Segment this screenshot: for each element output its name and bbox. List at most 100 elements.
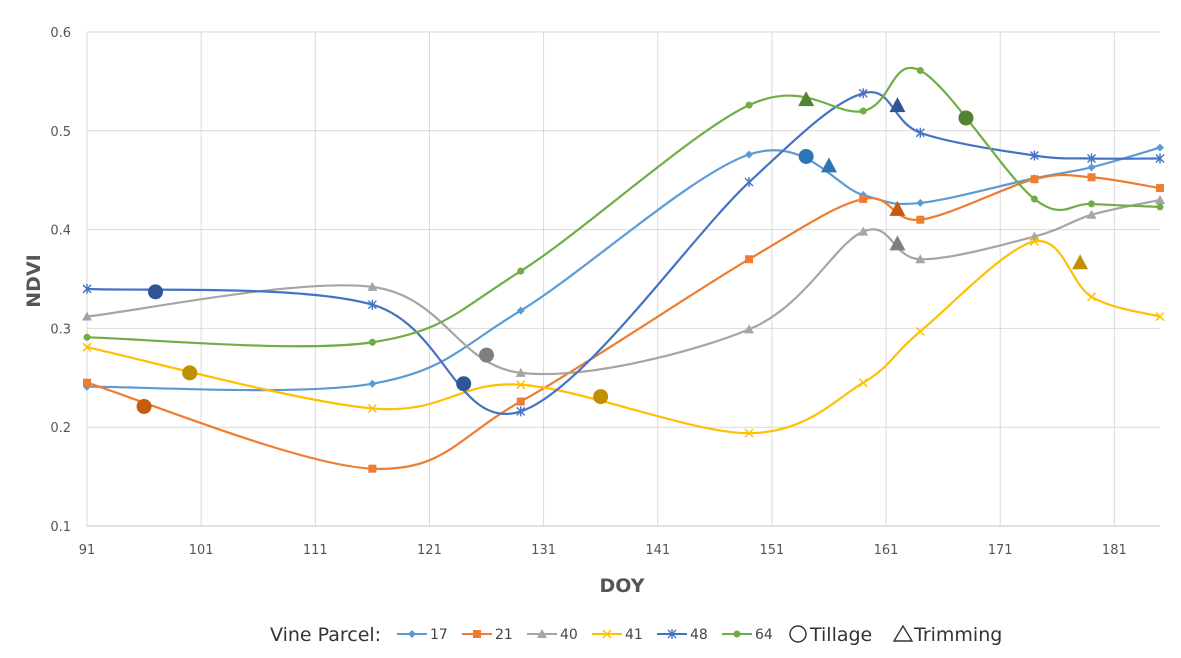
legend-label: 21 [495, 627, 513, 643]
legend-item-17: 17 [397, 627, 448, 643]
x-tick-label: 101 [189, 543, 214, 558]
data-point-64 [83, 333, 91, 341]
x-tick-label: 131 [531, 543, 556, 558]
legend-item-40: 40 [527, 627, 578, 643]
data-point-21 [916, 215, 925, 224]
series-line-41 [86, 240, 1161, 435]
tillage-event-marker [798, 148, 814, 164]
data-point-41 [82, 342, 92, 352]
data-point-40 [744, 324, 755, 334]
legend-label: 40 [560, 627, 578, 643]
data-point-48 [915, 127, 925, 138]
trimming-event-marker [889, 97, 906, 113]
x-tick-label: 121 [417, 543, 442, 558]
tillage-event-marker [456, 376, 472, 392]
x-tick-label: 141 [645, 543, 670, 558]
series-48 [82, 88, 1165, 417]
series-line-17 [86, 146, 1161, 392]
grid [86, 31, 1160, 527]
data-point-21 [1156, 184, 1164, 193]
trimming-event-marker [889, 235, 906, 251]
data-point-64 [517, 267, 525, 275]
data-point-41 [858, 378, 868, 388]
series-line-40 [86, 198, 1161, 376]
data-point-48 [744, 177, 754, 188]
data-point-48 [1155, 153, 1165, 164]
tillage-event-marker [593, 389, 609, 405]
legend-swatch-marker [473, 630, 481, 638]
data-point-48 [367, 299, 377, 310]
data-point-21 [1030, 175, 1039, 184]
tillage-event-marker [958, 110, 974, 126]
y-tick-label: 0.1 [50, 520, 71, 535]
data-point-40 [858, 226, 869, 236]
data-point-40 [915, 254, 926, 264]
data-point-17 [1156, 143, 1164, 152]
data-point-17 [368, 379, 377, 388]
legend-label: 17 [430, 627, 448, 643]
data-point-48 [858, 88, 868, 99]
legend-label: 64 [755, 627, 773, 643]
data-point-48 [82, 283, 92, 294]
data-point-17 [745, 150, 754, 159]
series-line-64 [86, 66, 1161, 348]
legend-label: 41 [625, 627, 643, 643]
x-tick-label: 171 [988, 543, 1013, 558]
data-point-64 [1088, 200, 1096, 208]
data-point-21 [745, 255, 754, 264]
data-point-64 [1030, 195, 1038, 203]
legend-trimming-icon [892, 624, 914, 642]
data-point-41 [1086, 292, 1097, 302]
y-tick-label: 0.2 [50, 421, 71, 436]
tillage-event-marker [136, 398, 152, 414]
data-point-40 [515, 367, 526, 377]
axes: 0.1 0.2 0.3 0.4 0.5 0.6 91 101 111 121 131 141 151 16… [50, 26, 1126, 558]
x-tick-label: 91 [79, 543, 96, 558]
legend-tillage-icon [789, 625, 807, 643]
data-point-41 [915, 326, 925, 336]
series-41 [82, 236, 1165, 438]
tillage-event-marker [147, 284, 163, 300]
data-point-64 [745, 101, 753, 109]
series-64 [83, 66, 1164, 348]
data-point-40 [367, 281, 378, 291]
legend-swatch-marker [667, 629, 677, 639]
tillage-event-marker [182, 365, 198, 381]
series-lines [82, 66, 1165, 473]
tillage-event-marker [479, 347, 495, 363]
data-point-48 [1087, 153, 1097, 164]
legend-trimming-label: Trimming [913, 624, 1002, 646]
legend-title: Vine Parcel: [270, 624, 381, 646]
legend: Vine Parcel: 17 21 40 41 48 64 Tillage Trimming [270, 624, 1002, 646]
y-tick-label: 0.5 [50, 125, 71, 140]
data-point-21 [1087, 173, 1096, 182]
x-axis-title: DOY [599, 575, 644, 597]
series-40 [82, 194, 1165, 377]
data-point-17 [516, 306, 525, 315]
data-point-40 [1155, 194, 1165, 204]
data-point-41 [1029, 236, 1039, 246]
data-point-64 [916, 67, 924, 75]
data-point-41 [516, 380, 526, 390]
data-point-64 [1156, 203, 1164, 211]
legend-item-21: 21 [462, 627, 513, 643]
trimming-event-marker [820, 157, 837, 173]
data-point-41 [744, 428, 754, 438]
y-axis-title: NDVI [23, 254, 45, 307]
trimming-event-marker [889, 200, 906, 216]
legend-swatch-marker [602, 629, 612, 639]
x-tick-label: 161 [874, 543, 899, 558]
x-tick-label: 111 [303, 543, 328, 558]
legend-swatch-marker [733, 630, 741, 638]
legend-label: 48 [690, 627, 708, 643]
x-tick-label: 151 [759, 543, 784, 558]
data-point-48 [1029, 150, 1039, 161]
y-tick-label: 0.6 [50, 26, 71, 41]
data-point-21 [859, 194, 868, 203]
data-point-48 [516, 406, 526, 417]
y-tick-label: 0.3 [50, 322, 71, 337]
legend-item-64: 64 [722, 627, 773, 643]
data-point-21 [83, 378, 91, 387]
legend-item-48: 48 [657, 627, 708, 643]
x-tick-label: 181 [1102, 543, 1127, 558]
